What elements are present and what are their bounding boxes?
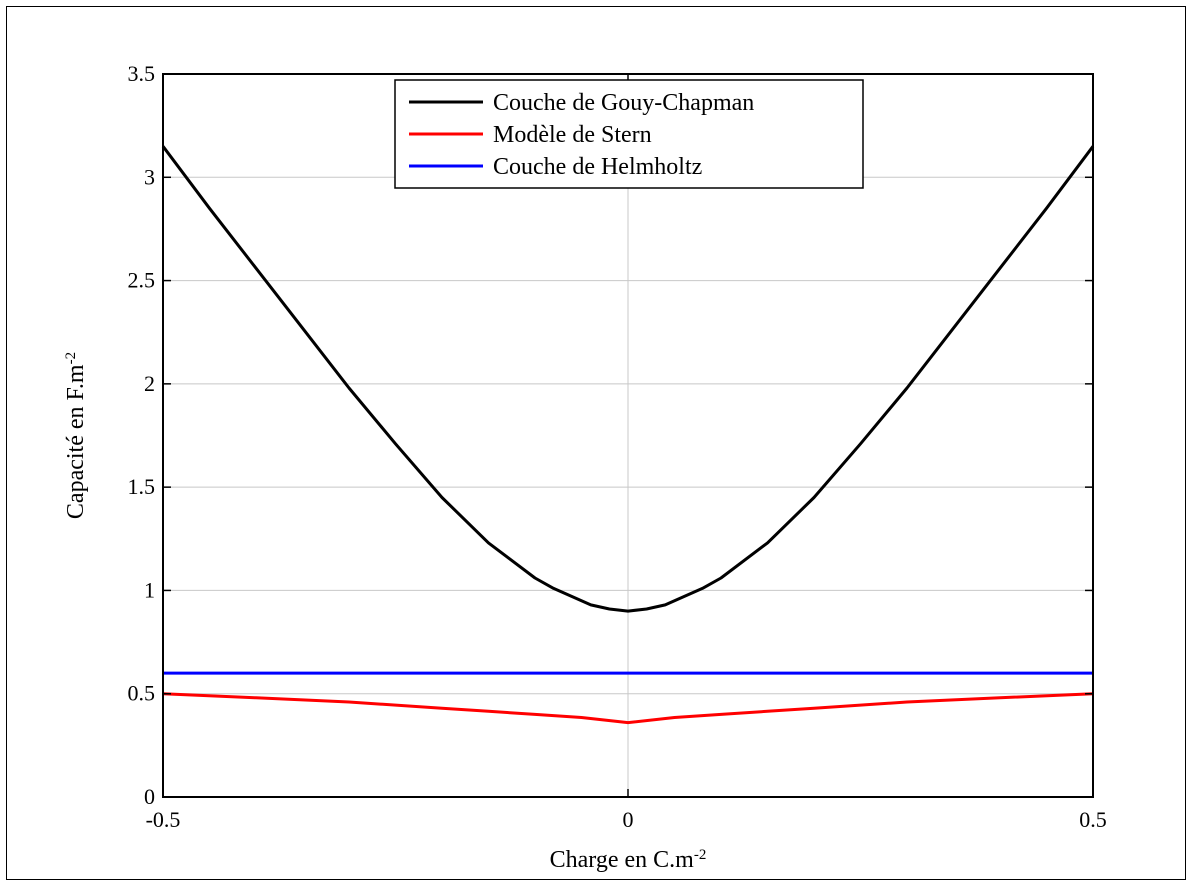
series-line-2 [162, 692, 1094, 725]
ticks [162, 73, 1094, 798]
chart: 00.511.522.533.5-0.5 0 0.5 Charge en C.m-2… [63, 61, 1107, 873]
x-axis-title-text: Charge en C.m [550, 847, 695, 873]
legend-label-2: Modèle de Stern [493, 122, 652, 148]
figure-frame: 0 0.5 1 1.5 2 2.5 3 3.5 -0.5 0 0.5 Charge en C.m-2… [6, 6, 1186, 880]
x-tick-label: 0 [623, 807, 634, 832]
series-line-1 [161, 145, 1095, 613]
tick-labels: 00.511.522.533.5-0.5 0 0.5 [128, 61, 1107, 832]
x-tick-label: 0.5 [1079, 807, 1107, 832]
x-tick-label: -0.5 [146, 807, 181, 832]
y-tick-label: 2.5 [128, 268, 156, 293]
legend-label-3: Couche de Helmholtz [493, 154, 702, 180]
y-tick-label: 3.5 [128, 61, 156, 86]
y-tick-label: 3 [144, 164, 155, 189]
y-tick-label: 0 [144, 784, 155, 809]
y-axis-title: Capacité en F.m-2 [63, 352, 89, 519]
legend: Couche de Gouy-Chapman Modèle de Stern Cou… [394, 79, 864, 189]
y-tick-label: 1 [144, 577, 155, 602]
y-axis-title-text: Capacité en F.m [63, 364, 89, 519]
y-tick-label: 0.5 [128, 681, 156, 706]
x-axis-title: Charge en C.m-2 [550, 847, 707, 873]
legend-label-1: Couche de Gouy-Chapman [493, 90, 754, 116]
y-axis-title-sup: -2 [63, 352, 79, 365]
y-tick-label: 1.5 [128, 474, 156, 499]
y-tick-label: 2 [144, 371, 155, 396]
x-axis-title-sup: -2 [694, 847, 707, 863]
series-layer [161, 145, 1095, 725]
